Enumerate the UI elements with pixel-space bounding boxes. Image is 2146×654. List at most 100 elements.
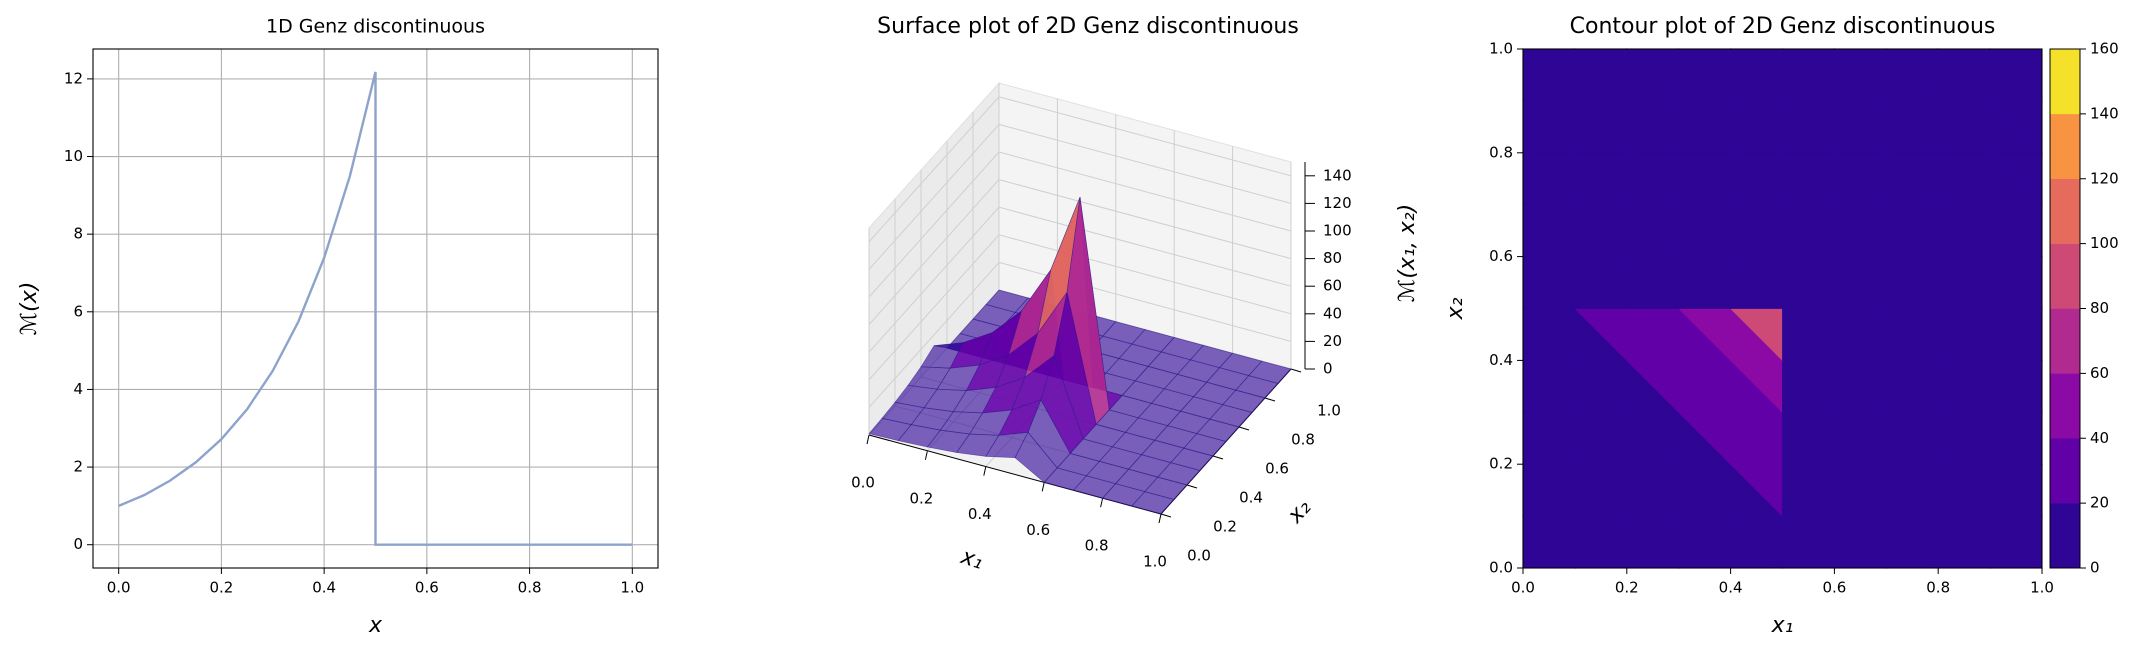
- grid-line: [998, 123, 1292, 204]
- y-tick: [1290, 368, 1302, 373]
- x-tick-label: 0.4: [1719, 579, 1743, 597]
- colorbar-band: [2049, 308, 2081, 374]
- y-tick-label: 0: [73, 535, 83, 553]
- x-axis-label: x: [368, 613, 383, 638]
- grid-line: [998, 179, 1292, 260]
- x-tick-label: 0.8: [1085, 537, 1109, 555]
- x-axis-label: x₁: [1771, 613, 1794, 638]
- colorbar-tick-label: 0: [2090, 559, 2100, 577]
- y-tick-label: 0.0: [1187, 547, 1211, 565]
- y-tick: [1212, 455, 1224, 460]
- x-tick-label: 0.8: [518, 579, 542, 597]
- z-tick-label: 120: [1323, 194, 1352, 212]
- y-tick-label: 12: [64, 69, 83, 87]
- y-tick-label: 0.4: [1489, 351, 1513, 369]
- z-tick-label: 20: [1323, 332, 1342, 350]
- x-tick-label: 1.0: [620, 579, 644, 597]
- y-tick-label: 0.6: [1265, 460, 1289, 478]
- x-tick-label: 0.6: [1822, 579, 1846, 597]
- colorbar-tick-label: 100: [2090, 234, 2119, 252]
- y-tick-label: 2: [73, 458, 83, 476]
- colorbar-band: [2049, 502, 2081, 569]
- colorbar-band: [2049, 438, 2081, 504]
- colorbar-tick-label: 40: [2090, 429, 2109, 447]
- y-tick-label: 8: [73, 225, 83, 243]
- colorbar-band: [2049, 243, 2081, 309]
- z-axis-label: ℳ(x₁, x₂): [1395, 204, 1420, 302]
- z-tick-label: 40: [1323, 304, 1342, 322]
- y-tick-label: 10: [64, 147, 83, 165]
- x-tick: [1158, 513, 1162, 524]
- z-tick-label: 80: [1323, 249, 1342, 267]
- x-tick-label: 0.0: [107, 579, 131, 597]
- y-tick: [1160, 513, 1172, 518]
- grid-line: [868, 234, 1000, 381]
- y-tick-label: 6: [73, 302, 83, 320]
- colorbar-band: [2049, 178, 2081, 244]
- x-tick-label: 0.2: [209, 579, 233, 597]
- axes-frame: [92, 48, 659, 569]
- x-tick-label: 0.0: [851, 474, 875, 492]
- colorbar-tick-label: 60: [2090, 364, 2109, 382]
- x-tick-label: 0.4: [968, 505, 992, 523]
- x-axis-label: x₁: [957, 544, 986, 575]
- grid-line: [868, 179, 1000, 325]
- y-axis-label: ℳ(x): [17, 282, 42, 336]
- surface-patch: [1131, 491, 1175, 515]
- grid-line: [868, 124, 1000, 270]
- z-tick-label: 0: [1323, 360, 1333, 378]
- y-axis-label: x₂: [1282, 495, 1316, 529]
- y-tick-label: 0.8: [1291, 431, 1315, 449]
- x-tick: [1041, 482, 1045, 492]
- y-tick-label: 1.0: [1317, 402, 1341, 420]
- x-tick-label: 0.0: [1511, 579, 1535, 597]
- chart-title: 1D Genz discontinuous: [266, 16, 485, 38]
- colorbar-band: [2049, 113, 2081, 179]
- colorbar-tick-label: 120: [2090, 169, 2119, 187]
- colorbar-band: [2049, 373, 2081, 439]
- colorbar-tick-label: 140: [2090, 104, 2119, 122]
- x-tick-label: 0.8: [1926, 579, 1950, 597]
- grid-line: [998, 206, 1292, 287]
- y-tick-label: 0.2: [1489, 455, 1513, 473]
- y-tick: [1238, 426, 1250, 431]
- grid-line: [868, 96, 1000, 243]
- y-tick-label: 0.8: [1489, 143, 1513, 161]
- x-tick-label: 0.6: [1026, 521, 1050, 539]
- grid-line: [868, 262, 1000, 408]
- grid-line: [998, 96, 1292, 177]
- axes-frame: [1522, 48, 2043, 569]
- grid-line: [998, 151, 1292, 232]
- x-tick-label: 0.2: [909, 489, 933, 507]
- y-tick-label: 4: [73, 380, 83, 398]
- z-tick-label: 60: [1323, 277, 1342, 295]
- y-tick: [1264, 397, 1276, 402]
- x-tick: [1100, 498, 1104, 508]
- z-tick-label: 140: [1323, 166, 1352, 184]
- y-tick-label: 0.2: [1213, 518, 1237, 536]
- colorbar-band: [2049, 48, 2081, 115]
- x-tick-label: 0.4: [312, 579, 336, 597]
- x-tick: [866, 434, 870, 445]
- y-tick: [1186, 484, 1198, 489]
- chart-title: Contour plot of 2D Genz discontinuous: [1570, 14, 1996, 39]
- y-axis-label: x₂: [1443, 297, 1468, 320]
- x-tick-label: 0.2: [1615, 579, 1639, 597]
- x-tick-label: 1.0: [1143, 553, 1167, 571]
- grid-line: [998, 234, 1292, 315]
- grid-line: [868, 206, 1000, 353]
- y-tick-label: 0.0: [1489, 559, 1513, 577]
- x-tick: [924, 450, 928, 460]
- x-tick-label: 0.6: [415, 579, 439, 597]
- y-tick-label: 0.4: [1239, 489, 1263, 507]
- y-tick-label: 1.0: [1489, 40, 1513, 58]
- colorbar-tick-label: 160: [2090, 40, 2119, 58]
- chart-title: Surface plot of 2D Genz discontinuous: [877, 14, 1299, 39]
- colorbar-tick-label: 20: [2090, 494, 2109, 512]
- line: [118, 71, 633, 546]
- y-tick-label: 0.6: [1489, 247, 1513, 265]
- z-tick-label: 100: [1323, 222, 1352, 240]
- x-tick-label: 1.0: [2030, 579, 2054, 597]
